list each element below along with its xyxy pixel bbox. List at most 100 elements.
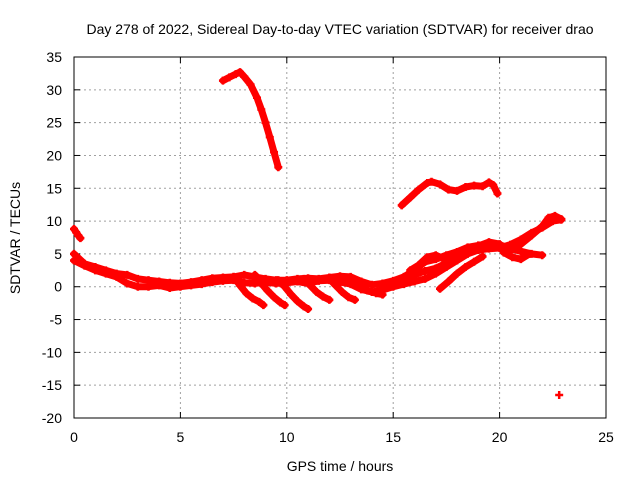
data-point-arc-15-20-13: [493, 189, 502, 198]
series-start-segment: [70, 224, 85, 243]
data-point-drop-12-13-2: [338, 287, 347, 296]
data-point-afternoon-band-8: [474, 242, 483, 251]
data-point-drop-7-9-1: [235, 281, 244, 290]
data-point-main-band-lower-6: [133, 282, 142, 291]
y-tick-label-30: 30: [46, 82, 62, 98]
data-point-drop-8-10-0: [250, 270, 259, 279]
plot-frame: [73, 56, 607, 419]
data-point-arc-15-20-4: [427, 177, 436, 186]
data-point-main-band-lower-2: [91, 266, 100, 275]
y-tick-label-10: 10: [46, 213, 62, 229]
series-drop-12-13: [325, 274, 359, 304]
data-point-drop-13-14-2: [363, 286, 372, 295]
x-tick-label-5: 5: [177, 429, 185, 445]
data-point-afternoon-band-7: [463, 247, 472, 256]
data-point-drop-7-9-3: [248, 294, 257, 303]
data-point-second-band-rise-4: [544, 213, 553, 222]
y-tick-label--5: -5: [50, 312, 63, 328]
data-point-main-band-upper-6: [133, 274, 142, 283]
data-point-main-band-lower-1: [80, 261, 89, 270]
frame-layer: [73, 56, 607, 419]
data-point-drop-9-11-1: [280, 282, 289, 291]
series-drop-7-9: [229, 272, 268, 310]
data-point-drop-11-12-0: [299, 274, 308, 283]
data-point-hump-16-17-0: [406, 266, 415, 275]
data-point-rise-17-19-4: [470, 257, 479, 266]
data-point-steep-descent-6: [253, 93, 262, 102]
data-point-main-band-lower-13: [208, 278, 217, 287]
data-point-steep-descent-0: [218, 76, 227, 85]
data-point-rise-17-19-2: [453, 269, 462, 278]
data-point-drop-7-9-4: [255, 297, 264, 306]
data-point-afternoon-band-10: [495, 240, 504, 249]
y-tick-label-15: 15: [46, 180, 62, 196]
data-point-drop-9-11-2: [287, 290, 296, 299]
data-point-drop-7-9-0: [229, 272, 238, 281]
series-drop-8-10: [250, 270, 289, 310]
x-tick-label-20: 20: [492, 429, 508, 445]
data-point-afternoon-band-0: [389, 281, 398, 290]
data-point-second-band-rise-5: [550, 211, 559, 220]
data-point-drop-9-11-4: [299, 302, 308, 311]
data-point-drop-11-12-2: [312, 287, 321, 296]
data-point-late-dip-0: [499, 248, 508, 257]
data-point-drop-7-9-2: [242, 289, 251, 298]
data-point-afternoon-band-4: [431, 264, 440, 273]
y-tick-label-5: 5: [54, 246, 62, 262]
data-point-drop-8-10-5: [280, 301, 289, 310]
data-point-arc-15-20-1: [406, 193, 415, 202]
data-point-main-band-lower-33: [421, 274, 430, 283]
data-point-main-band-lower-0: [70, 256, 78, 265]
data-point-main-band-lower-21: [293, 277, 302, 286]
data-point-main-band-upper-5: [123, 270, 132, 279]
data-point-main-band-lower-23: [314, 276, 323, 285]
data-point-arc-15-20-12: [489, 180, 498, 189]
data-point-main-band-lower-10: [176, 282, 185, 291]
data-point-arc-15-20-3: [423, 179, 432, 188]
series-rise-17-19: [436, 252, 487, 293]
data-point-rise-17-19-3: [461, 263, 470, 272]
data-point-afternoon-band-6: [453, 252, 462, 261]
data-point-main-band-upper-16: [240, 270, 249, 279]
data-point-arc-15-20-11: [484, 178, 493, 187]
series-drop-11-12: [299, 274, 334, 304]
y-tick-label--10: -10: [42, 344, 62, 360]
data-point-main-band-lower-3: [101, 269, 110, 278]
data-point-afternoon-band-3: [421, 266, 430, 275]
data-point-steep-descent-11: [274, 163, 283, 172]
data-point-drop-8-10-2: [263, 286, 272, 295]
data-point-outlier-0: [555, 391, 564, 400]
data-point-main-band-upper-44: [538, 251, 547, 260]
data-point-drop-9-11-0: [274, 276, 283, 285]
data-point-drop-8-10-1: [257, 279, 266, 288]
data-point-late-dip-1: [508, 253, 517, 262]
data-point-main-band-upper-42: [516, 247, 525, 256]
data-point-steep-descent-2: [231, 70, 240, 79]
x-axis-label: GPS time / hours: [287, 458, 394, 474]
y-tick-label--20: -20: [42, 410, 62, 426]
data-point-hump-16-17-2: [423, 253, 432, 262]
data-point-arc-15-20-0: [397, 201, 406, 210]
data-point-second-band-rise-1: [516, 240, 525, 249]
data-point-afternoon-band-1: [399, 276, 408, 285]
data-point-arc-15-20-7: [453, 186, 462, 195]
data-point-steep-descent-3: [235, 68, 244, 77]
series-afternoon-band: [389, 238, 504, 290]
data-point-arc-15-20-8: [461, 182, 470, 191]
x-tick-label-0: 0: [70, 429, 78, 445]
data-point-steep-descent-8: [261, 118, 270, 127]
data-point-arc-15-20-6: [444, 185, 453, 194]
y-tick-label--15: -15: [42, 377, 62, 393]
data-point-main-band-lower-4: [112, 272, 121, 281]
data-point-second-band-rise-6: [557, 215, 566, 224]
series-outlier: [555, 391, 564, 400]
data-point-steep-descent-5: [246, 80, 255, 89]
data-point-drop-8-10-3: [270, 293, 279, 302]
data-point-drop-13-14-0: [346, 277, 355, 286]
x-tick-label-15: 15: [385, 429, 401, 445]
series-main-band-lower: [70, 215, 566, 296]
data-point-drop-12-13-1: [331, 281, 340, 290]
data-point-arc-15-20-9: [470, 181, 479, 190]
data-point-drop-9-11-5: [304, 305, 313, 314]
